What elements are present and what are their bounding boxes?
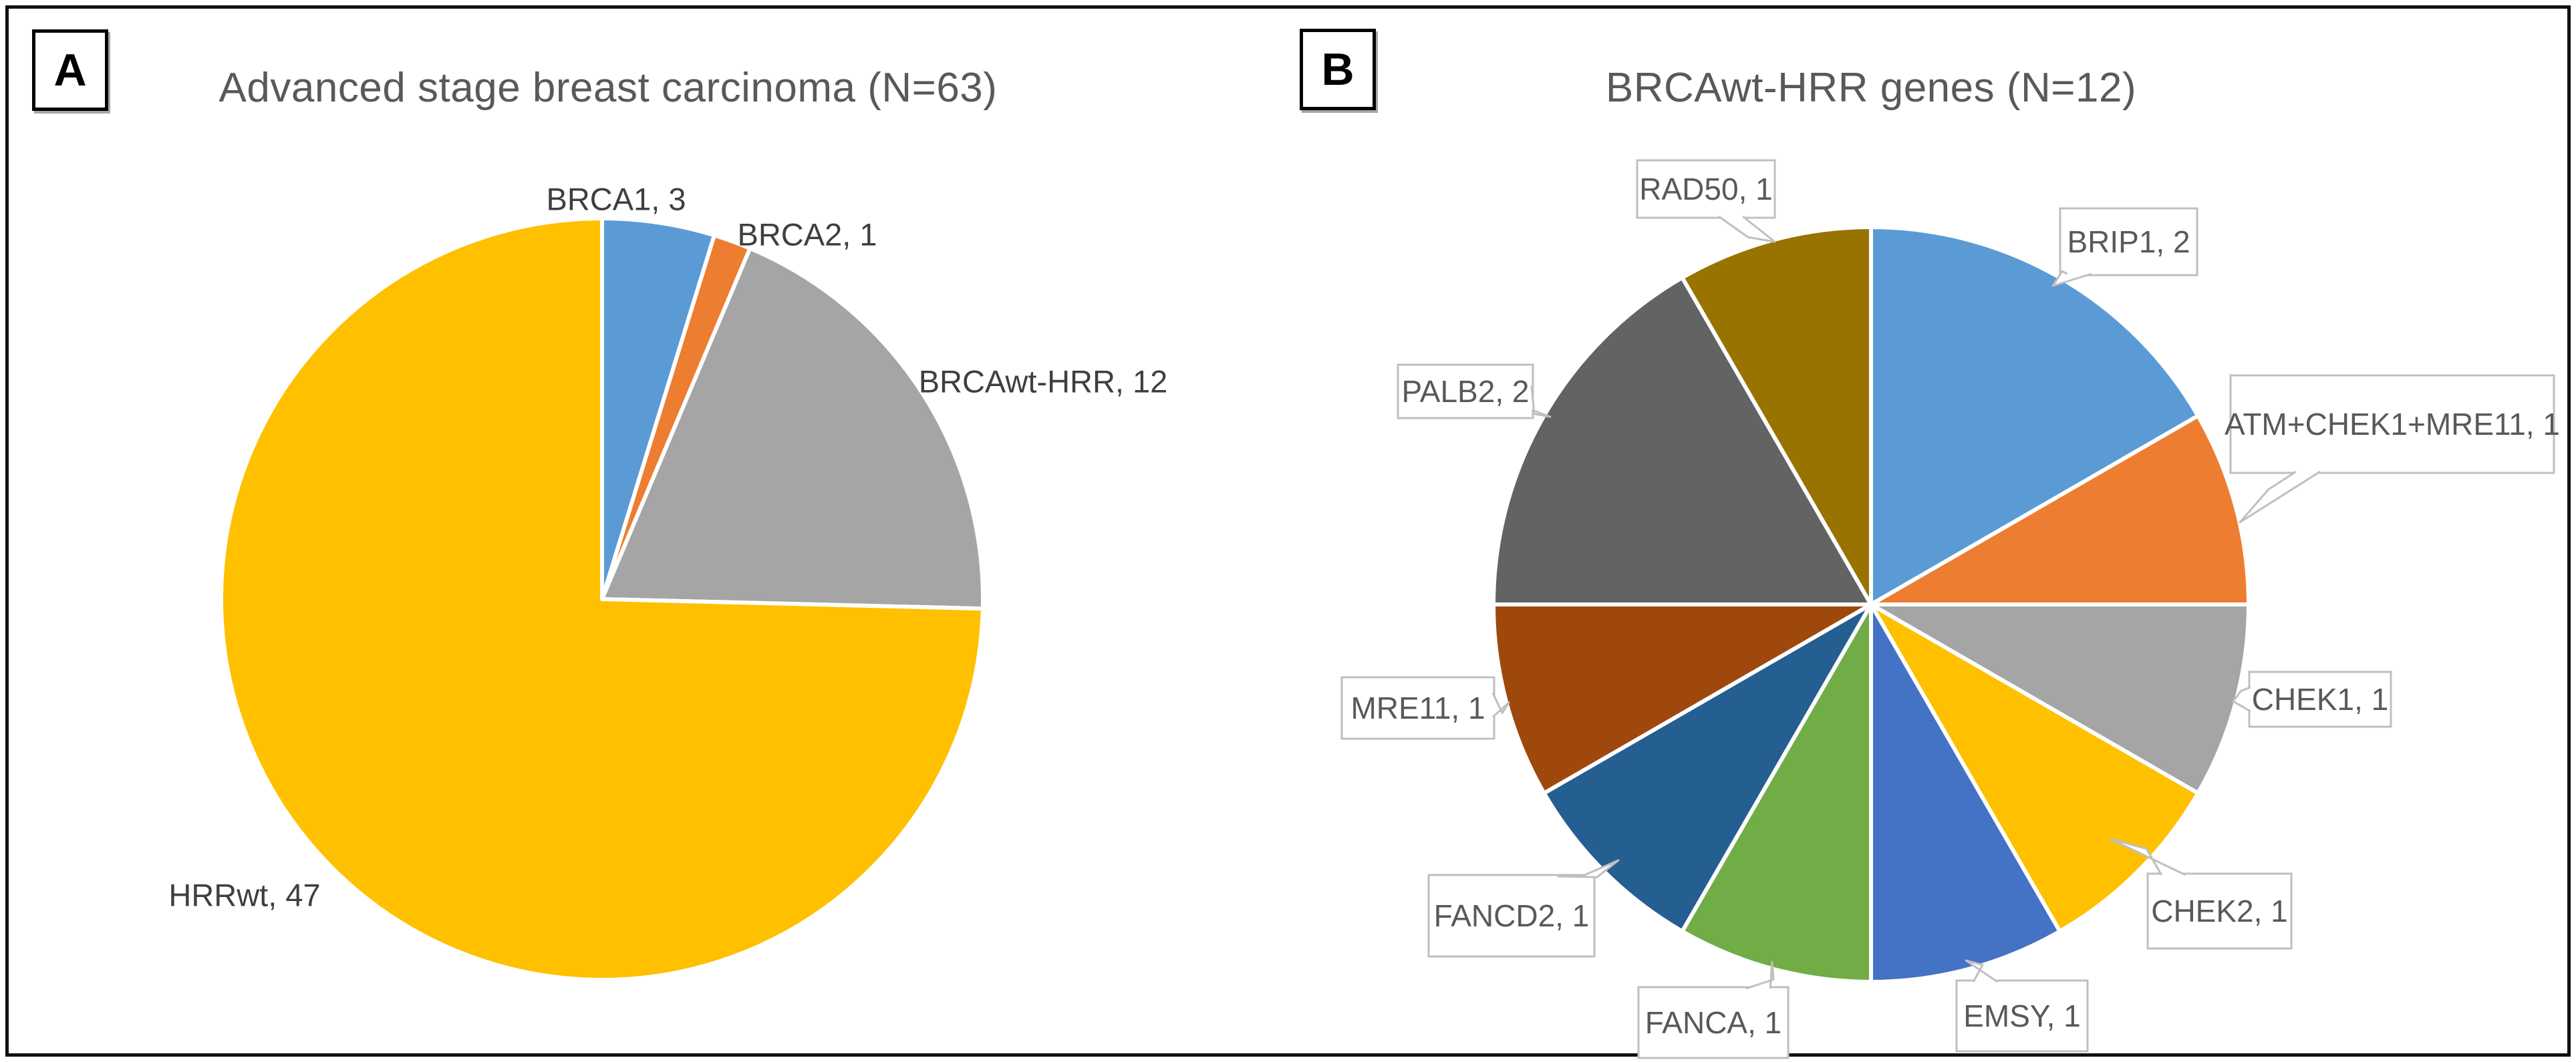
pie-slice-atm-chek1-mre11	[1869, 413, 2251, 606]
callout-label-chek2: CHEK2, 1	[2151, 894, 2288, 928]
panel-b-chart-title: BRCAwt-HRR genes (N=12)	[1605, 65, 2137, 111]
callout-label-palb2: PALB2, 2	[1401, 374, 1530, 409]
panel-a-chart-title: Advanced stage breast carcinoma (N=63)	[219, 65, 998, 111]
callout-tail-chek1	[2232, 686, 2251, 713]
callout-label-chek1: CHEK1, 1	[2251, 682, 2389, 717]
pie-slice-emsy	[1869, 602, 2062, 984]
pie-slice-mre11	[1491, 602, 1873, 795]
panel-a-tag: A	[32, 29, 108, 111]
data-label-brca2: BRCA2, 1	[737, 216, 877, 252]
callout-box-fanca	[1637, 986, 1790, 1059]
callout-label-fancd2: FANCD2, 1	[1433, 898, 1590, 933]
callout-box-rad50	[1636, 159, 1776, 219]
callout-box-chek1	[2248, 671, 2392, 728]
callout-tail-fanca	[1745, 960, 1775, 990]
pie-slice-hrrwt	[219, 216, 985, 982]
callout-box-emsy	[1955, 979, 2089, 1053]
callout-tail-atm-chek1-mre11	[2239, 470, 2321, 524]
callout-box-atm-chek1-mre11	[2229, 374, 2555, 474]
callout-tail-brip1	[2051, 270, 2092, 287]
callout-box-mre11	[1340, 676, 1495, 740]
callout-tail-fancd2	[1557, 859, 1620, 878]
pie-slice-brcawt-hrr	[600, 246, 985, 611]
callout-tail-emsy	[1965, 959, 1998, 983]
callout-label-fanca: FANCA, 1	[1644, 1005, 1782, 1040]
callout-box-brip1	[2059, 207, 2198, 277]
callout-label-brip1: BRIP1, 2	[2067, 224, 2190, 259]
callout-tail-palb2	[1530, 385, 1552, 418]
callout-label-mre11: MRE11, 1	[1350, 691, 1485, 725]
callout-labels-group	[1340, 159, 2555, 1059]
callout-box-fancd2	[1427, 874, 1596, 958]
callout-tail-mre11	[1491, 692, 1510, 718]
callout-tail-chek2	[2109, 838, 2186, 876]
data-label-brca1: BRCA1, 3	[546, 181, 686, 217]
panel-b-tag: B	[1300, 29, 1376, 110]
callout-box-chek2	[2146, 872, 2293, 950]
callout-label-emsy: EMSY, 1	[1963, 999, 2081, 1033]
pie-chart-a	[219, 216, 985, 982]
callout-tail-rad50	[1718, 215, 1776, 243]
pie-chart-b	[1491, 225, 2251, 984]
callout-label-atm-chek1-mre11: ATM+CHEK1+MRE11, 1	[2225, 407, 2560, 441]
data-label-brcawt-hrr: BRCAwt-HRR, 12	[918, 363, 1168, 399]
callout-label-rad50: RAD50, 1	[1639, 172, 1773, 206]
data-label-hrrwt: HRRwt, 47	[168, 877, 321, 913]
pie-slice-chek2	[1869, 602, 2200, 934]
